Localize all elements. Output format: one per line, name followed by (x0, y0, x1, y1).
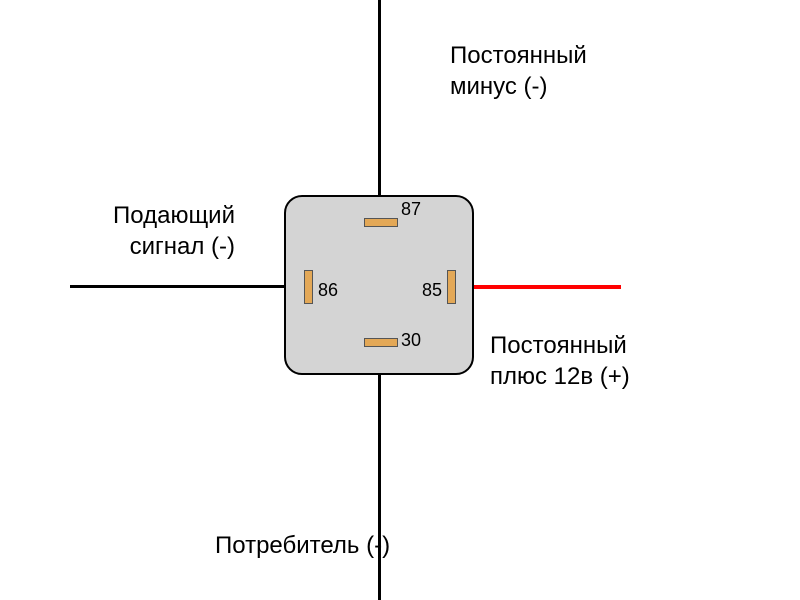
wire-left (70, 285, 305, 288)
label-right-line1: Постоянный (490, 330, 630, 361)
label-left-line1: Подающий (75, 200, 235, 231)
wire-right (456, 285, 621, 289)
label-top-line2: минус (-) (450, 71, 587, 102)
label-top-line1: Постоянный (450, 40, 587, 71)
terminal-86 (304, 270, 313, 304)
pin-label-86: 86 (318, 280, 338, 301)
pin-label-87: 87 (401, 199, 421, 220)
terminal-85 (447, 270, 456, 304)
terminal-87 (364, 218, 398, 227)
label-top: Постоянный минус (-) (450, 40, 587, 102)
pin-label-85: 85 (422, 280, 442, 301)
label-right: Постоянный плюс 12в (+) (490, 330, 630, 392)
label-bottom-line1: Потребитель (-) (215, 530, 390, 561)
pin-label-30: 30 (401, 330, 421, 351)
label-left: Подающий сигнал (-) (75, 200, 235, 262)
label-bottom: Потребитель (-) (215, 530, 390, 561)
wire-bottom (378, 347, 381, 600)
wire-top (378, 0, 381, 218)
label-left-line2: сигнал (-) (75, 231, 235, 262)
terminal-30 (364, 338, 398, 347)
label-right-line2: плюс 12в (+) (490, 361, 630, 392)
